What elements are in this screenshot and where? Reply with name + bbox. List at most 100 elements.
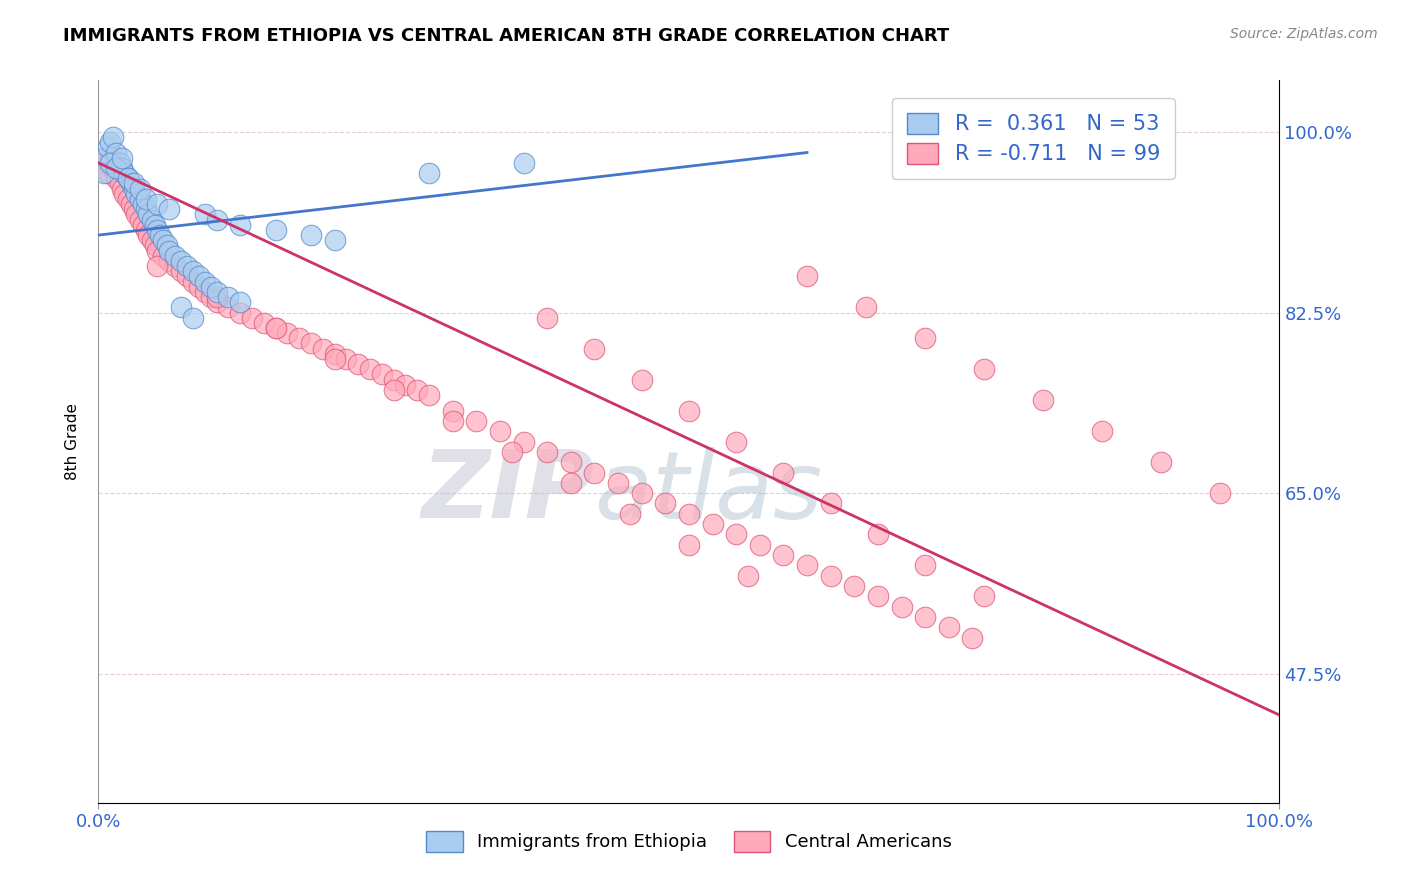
Point: [962, 631, 984, 645]
Point: [97, 166, 120, 180]
Point: [418, 166, 440, 180]
Point: [229, 295, 252, 310]
Point: [914, 331, 936, 345]
Point: [536, 445, 558, 459]
Point: [146, 244, 169, 258]
Point: [98, 135, 121, 149]
Point: [748, 538, 770, 552]
Point: [111, 182, 134, 196]
Point: [121, 197, 143, 211]
Point: [105, 161, 128, 175]
Point: [264, 321, 287, 335]
Point: [146, 223, 169, 237]
Point: [737, 568, 759, 582]
Point: [501, 445, 523, 459]
Point: [253, 316, 276, 330]
Point: [181, 310, 204, 325]
Point: [299, 228, 322, 243]
Point: [128, 182, 150, 196]
Point: [181, 264, 204, 278]
Point: [136, 207, 159, 221]
Point: [135, 192, 157, 206]
Point: [141, 233, 163, 247]
Point: [512, 434, 534, 449]
Point: [200, 279, 222, 293]
Point: [122, 202, 145, 217]
Point: [938, 620, 960, 634]
Point: [101, 161, 124, 175]
Text: Source: ZipAtlas.com: Source: ZipAtlas.com: [1230, 27, 1378, 41]
Point: [335, 351, 357, 366]
Point: [1150, 455, 1173, 469]
Point: [1209, 486, 1232, 500]
Point: [156, 238, 179, 252]
Point: [149, 228, 172, 243]
Y-axis label: 8th Grade: 8th Grade: [65, 403, 80, 480]
Point: [181, 275, 204, 289]
Point: [157, 254, 180, 268]
Point: [143, 238, 166, 252]
Point: [264, 321, 287, 335]
Point: [135, 202, 157, 217]
Point: [441, 403, 464, 417]
Point: [914, 610, 936, 624]
Point: [105, 171, 128, 186]
Point: [796, 269, 818, 284]
Point: [152, 249, 174, 263]
Point: [165, 259, 187, 273]
Point: [560, 455, 582, 469]
Point: [135, 223, 157, 237]
Point: [112, 186, 135, 201]
Point: [796, 558, 818, 573]
Point: [536, 310, 558, 325]
Point: [654, 496, 676, 510]
Point: [973, 362, 995, 376]
Point: [406, 383, 429, 397]
Point: [1091, 424, 1114, 438]
Point: [132, 218, 155, 232]
Point: [229, 218, 252, 232]
Legend: Immigrants from Ethiopia, Central Americans: Immigrants from Ethiopia, Central Americ…: [419, 823, 959, 859]
Point: [678, 538, 700, 552]
Point: [105, 145, 128, 160]
Point: [512, 156, 534, 170]
Point: [382, 383, 405, 397]
Point: [146, 197, 169, 211]
Point: [844, 579, 866, 593]
Point: [93, 166, 115, 180]
Point: [630, 373, 652, 387]
Point: [108, 156, 131, 170]
Point: [323, 347, 346, 361]
Point: [194, 285, 217, 299]
Point: [122, 177, 145, 191]
Point: [187, 269, 209, 284]
Point: [132, 197, 155, 211]
Point: [157, 202, 180, 217]
Point: [725, 434, 748, 449]
Point: [583, 342, 606, 356]
Text: ZIP: ZIP: [422, 446, 595, 538]
Point: [217, 301, 239, 315]
Point: [112, 166, 135, 180]
Point: [200, 290, 222, 304]
Point: [205, 212, 228, 227]
Point: [288, 331, 311, 345]
Point: [619, 507, 641, 521]
Point: [141, 212, 163, 227]
Point: [101, 130, 124, 145]
Point: [170, 264, 193, 278]
Point: [187, 279, 209, 293]
Point: [855, 301, 877, 315]
Point: [170, 254, 193, 268]
Point: [152, 233, 174, 247]
Point: [128, 192, 150, 206]
Point: [371, 368, 394, 382]
Point: [93, 151, 115, 165]
Point: [866, 590, 889, 604]
Point: [205, 285, 228, 299]
Point: [93, 156, 115, 170]
Point: [347, 357, 370, 371]
Point: [678, 507, 700, 521]
Point: [194, 275, 217, 289]
Point: [772, 466, 794, 480]
